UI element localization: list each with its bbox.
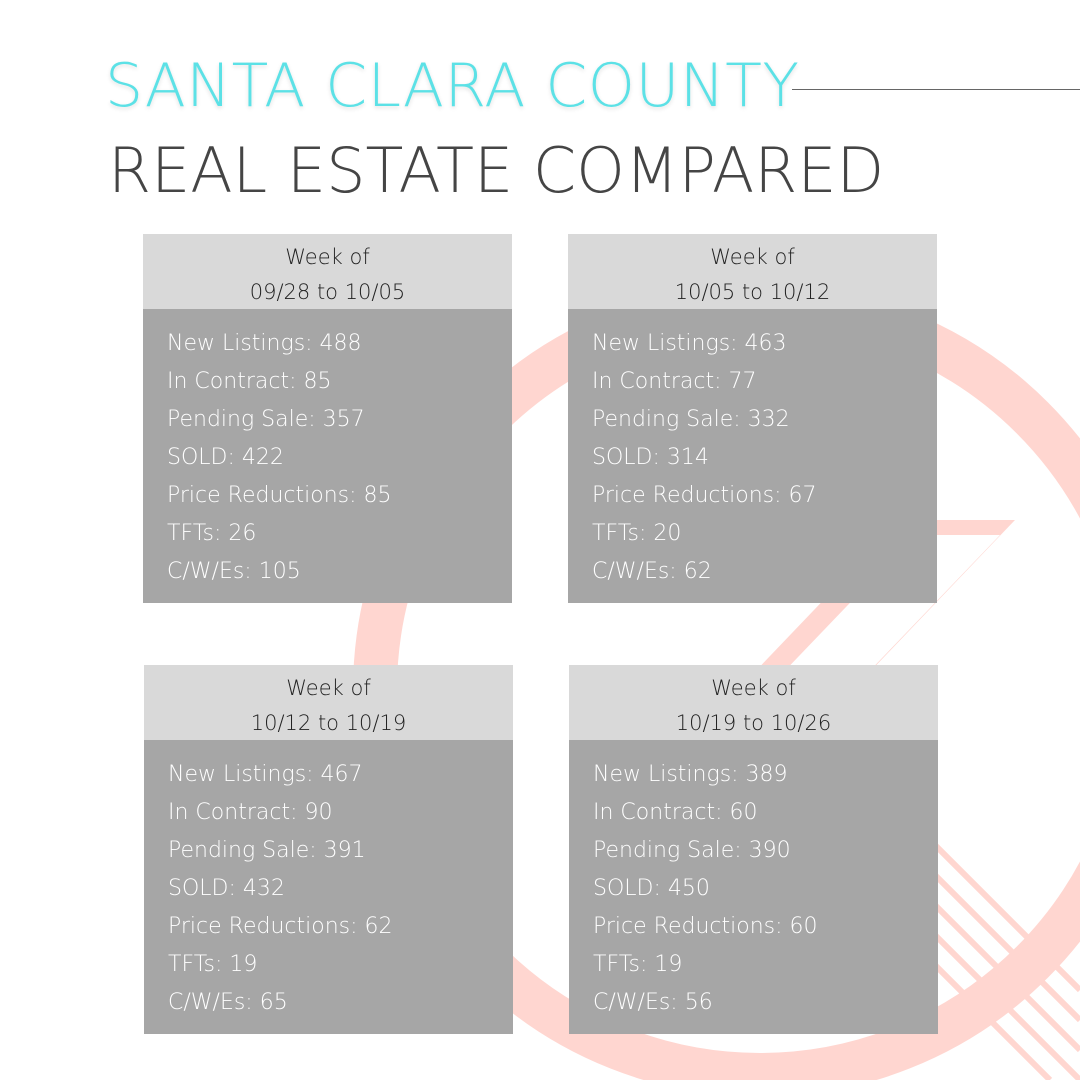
stat-price-reductions: Price Reductions: 67 <box>592 483 817 508</box>
stat-in-contract: In Contract: 85 <box>167 369 332 394</box>
stat-sold: SOLD: 450 <box>593 876 710 901</box>
stat-in-contract: In Contract: 60 <box>593 800 758 825</box>
week-card-header: Week of 10/12 to 10/19 <box>144 665 513 740</box>
week-card-header: Week of 10/05 to 10/12 <box>568 234 937 309</box>
week-card-date-range: 09/28 to 10/05 <box>249 280 406 304</box>
title-real-estate-compared: REAL ESTATE COMPARED <box>108 134 885 207</box>
stat-cwes: C/W/Es: 62 <box>592 559 712 584</box>
week-card-header: Week of 10/19 to 10/26 <box>569 665 938 740</box>
week-card-stats: New Listings: 463 In Contract: 77 Pendin… <box>568 309 937 603</box>
stat-tfts: TFTs: 19 <box>168 952 258 977</box>
stat-cwes: C/W/Es: 65 <box>168 990 288 1015</box>
stat-cwes: C/W/Es: 105 <box>167 559 301 584</box>
title-divider-line <box>792 89 1080 90</box>
stat-new-listings: New Listings: 488 <box>167 331 362 356</box>
week-card-stats: New Listings: 467 In Contract: 90 Pendin… <box>144 740 513 1034</box>
stat-tfts: TFTs: 20 <box>592 521 682 546</box>
week-card-3: Week of 10/12 to 10/19 New Listings: 467… <box>144 665 513 1034</box>
week-card-stats: New Listings: 389 In Contract: 60 Pendin… <box>569 740 938 1034</box>
stat-tfts: TFTs: 26 <box>167 521 257 546</box>
week-card-header-label: Week of <box>285 245 370 269</box>
stat-price-reductions: Price Reductions: 60 <box>593 914 818 939</box>
stat-sold: SOLD: 314 <box>592 445 709 470</box>
week-card-header-label: Week of <box>286 676 371 700</box>
stat-pending-sale: Pending Sale: 332 <box>592 407 790 432</box>
stat-price-reductions: Price Reductions: 85 <box>167 483 392 508</box>
week-card-date-range: 10/19 to 10/26 <box>675 711 832 735</box>
week-card-2: Week of 10/05 to 10/12 New Listings: 463… <box>568 234 937 603</box>
week-card-header: Week of 09/28 to 10/05 <box>143 234 512 309</box>
week-card-date-range: 10/05 to 10/12 <box>674 280 831 304</box>
stat-in-contract: In Contract: 77 <box>592 369 757 394</box>
stat-pending-sale: Pending Sale: 391 <box>168 838 366 863</box>
stat-pending-sale: Pending Sale: 390 <box>593 838 791 863</box>
stat-price-reductions: Price Reductions: 62 <box>168 914 393 939</box>
stat-cwes: C/W/Es: 56 <box>593 990 713 1015</box>
week-card-stats: New Listings: 488 In Contract: 85 Pendin… <box>143 309 512 603</box>
week-card-header-label: Week of <box>710 245 795 269</box>
stat-tfts: TFTs: 19 <box>593 952 683 977</box>
stat-sold: SOLD: 432 <box>168 876 285 901</box>
stat-new-listings: New Listings: 389 <box>593 762 788 787</box>
stat-new-listings: New Listings: 467 <box>168 762 363 787</box>
stat-in-contract: In Contract: 90 <box>168 800 333 825</box>
stat-sold: SOLD: 422 <box>167 445 284 470</box>
title-santa-clara-county: SANTA CLARA COUNTY <box>105 51 800 121</box>
week-card-date-range: 10/12 to 10/19 <box>250 711 407 735</box>
stat-new-listings: New Listings: 463 <box>592 331 787 356</box>
stat-pending-sale: Pending Sale: 357 <box>167 407 365 432</box>
week-card-4: Week of 10/19 to 10/26 New Listings: 389… <box>569 665 938 1034</box>
week-card-1: Week of 09/28 to 10/05 New Listings: 488… <box>143 234 512 603</box>
week-card-header-label: Week of <box>711 676 796 700</box>
